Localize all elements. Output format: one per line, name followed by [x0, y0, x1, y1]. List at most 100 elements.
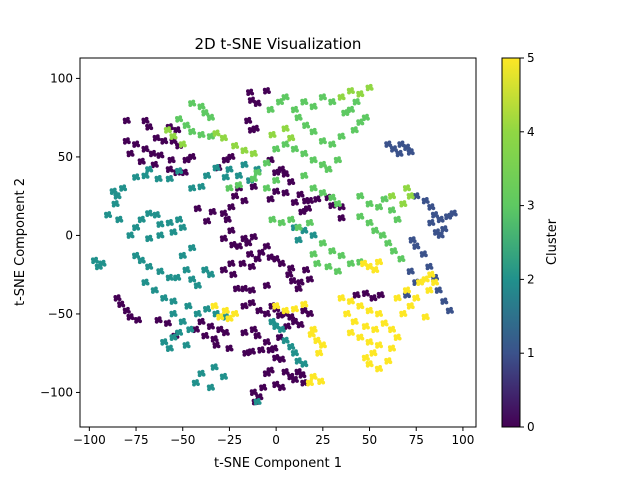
cluster-3-point [182, 125, 187, 129]
cluster-0-point [231, 229, 236, 234]
cluster-3-point [298, 116, 303, 121]
cluster-0-point [233, 273, 238, 278]
cluster-2-point [277, 326, 282, 331]
cluster-0-point [229, 244, 234, 249]
cluster-0-point [337, 217, 342, 222]
cluster-5-point [320, 377, 325, 382]
cluster-2-point [137, 219, 142, 224]
cluster-4-point [291, 137, 296, 142]
cluster-0-point [154, 160, 158, 165]
cluster-2-point [203, 175, 208, 180]
cluster-0-point [365, 289, 369, 294]
cluster-0-point [145, 126, 150, 131]
cluster-3-point [381, 231, 386, 236]
cluster-0-point [171, 159, 176, 164]
cluster-0-point [240, 235, 245, 240]
cluster-4-point [220, 137, 224, 142]
scatter-points [90, 83, 458, 406]
cluster-5-point [425, 290, 430, 294]
cluster-5-point [221, 307, 226, 312]
cluster-2-point [201, 266, 206, 271]
cluster-3-point [356, 258, 360, 263]
cluster-0-point [208, 208, 213, 213]
cluster-5-point [412, 297, 417, 302]
cluster-3-point [341, 255, 346, 259]
cluster-3-point [328, 101, 333, 106]
cluster-3-point [319, 192, 323, 197]
cluster-1-point [406, 268, 411, 273]
cluster-0-point [126, 306, 130, 311]
cluster-0-point [176, 126, 181, 131]
cluster-2-point [188, 188, 193, 192]
cluster-5-point [304, 303, 309, 308]
cluster-3-point [396, 215, 401, 220]
cluster-5-point [396, 294, 401, 299]
cluster-2-point [240, 164, 245, 169]
cluster-0-point [268, 305, 273, 310]
cluster-0-point [254, 186, 258, 190]
cluster-2-point [111, 200, 116, 205]
cluster-0-point [126, 150, 131, 155]
cluster-2-point [160, 339, 164, 343]
cluster-0-point [214, 338, 219, 343]
cluster-3-point [328, 250, 333, 255]
cluster-3-point [270, 109, 275, 113]
cluster-2-point [115, 219, 120, 224]
cluster-5-point [374, 266, 379, 270]
cluster-2-point [235, 175, 239, 180]
cluster-3-point [294, 114, 299, 119]
cluster-4-point [387, 193, 392, 197]
cluster-0-point [291, 181, 296, 186]
cluster-4-point [163, 126, 168, 131]
cluster-2-point [113, 193, 118, 197]
cluster-2-point [172, 297, 177, 302]
cluster-3-point [378, 232, 383, 237]
cluster-0-point [277, 166, 282, 171]
cluster-0-point [281, 259, 285, 264]
cluster-0-point [126, 140, 131, 145]
cluster-0-point [252, 266, 256, 270]
cluster-0-point [306, 279, 310, 283]
cluster-3-point [319, 140, 323, 145]
cluster-3-point [374, 204, 379, 208]
cluster-5-point [347, 332, 351, 337]
cluster-3-point [337, 156, 341, 161]
cluster-0-point [298, 208, 303, 213]
cluster-3-point [305, 219, 310, 224]
cluster-2-point [203, 172, 207, 177]
cluster-2-point [220, 376, 224, 381]
cluster-5-point [375, 269, 380, 273]
cluster-0-point [279, 333, 283, 338]
cluster-3-point [206, 133, 211, 138]
cluster-0-point [144, 145, 149, 150]
cluster-5-point [365, 354, 369, 358]
cluster-2-point [291, 346, 296, 350]
cluster-2-point [129, 231, 134, 236]
cluster-2-point [212, 310, 217, 315]
cluster-0-point [267, 245, 271, 250]
cluster-0-point [240, 302, 245, 307]
cluster-5-point [424, 313, 429, 317]
cluster-3-point [266, 106, 271, 111]
cluster-4-point [182, 140, 186, 145]
cluster-0-point [295, 201, 299, 206]
cluster-0-point [156, 152, 161, 157]
cluster-3-point [228, 184, 233, 189]
cluster-4-point [403, 203, 408, 208]
cluster-2-point [206, 384, 211, 389]
cluster-3-point [300, 175, 305, 180]
cluster-3-point [337, 200, 341, 204]
cluster-5-point [340, 294, 345, 299]
cluster-2-point [173, 300, 178, 305]
cluster-3-point [309, 254, 314, 258]
cluster-0-point [141, 145, 146, 150]
cluster-0-point [369, 295, 374, 299]
cluster-5-point [369, 310, 374, 314]
cluster-0-point [303, 205, 308, 210]
x-tick-label: 50 [362, 433, 377, 447]
cluster-0-point [240, 305, 245, 310]
cluster-0-point [290, 178, 295, 182]
cluster-2-point [253, 401, 258, 406]
cluster-2-point [126, 235, 131, 239]
cluster-2-point [188, 305, 193, 310]
